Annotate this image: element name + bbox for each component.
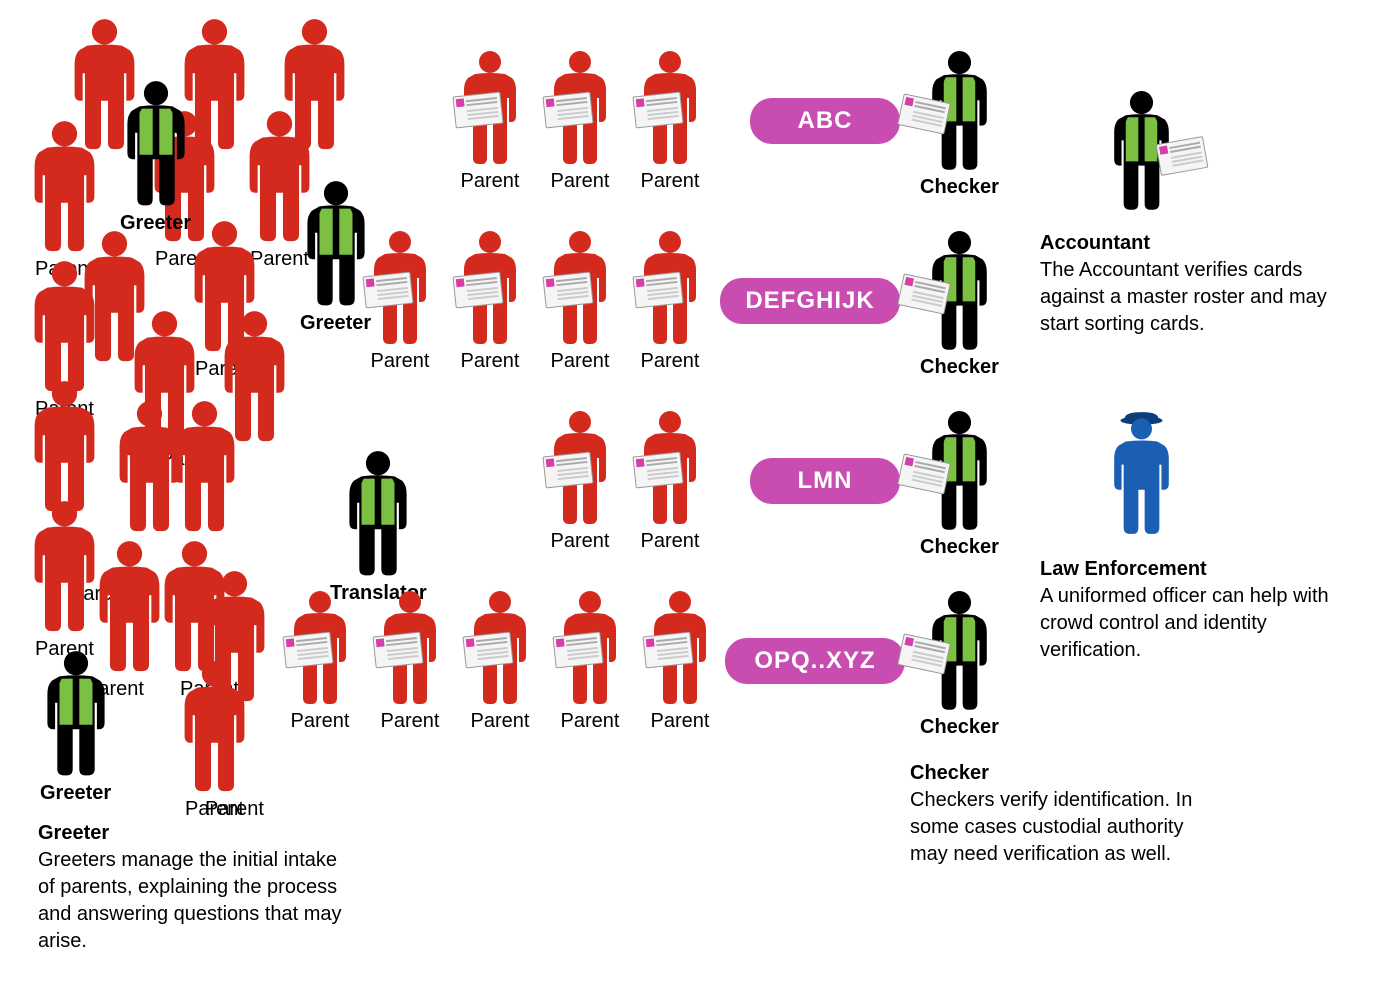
id-card-icon <box>462 632 513 669</box>
id-card-icon <box>632 452 683 489</box>
officer-figure <box>1110 410 1173 536</box>
id-card-icon <box>282 632 333 669</box>
queue-label-pill: DEFGHIJK <box>720 278 900 324</box>
staff-label: Greeter <box>40 782 111 805</box>
id-card-icon <box>452 272 503 309</box>
id-card-icon <box>632 92 683 129</box>
parent-label: Parent <box>381 710 440 733</box>
staff-figure: Translator <box>330 450 427 605</box>
pill-text: DEFGHIJK <box>745 287 874 315</box>
queue-label-pill: LMN <box>750 458 900 504</box>
law_enforcement-description-title: Law Enforcement <box>1040 556 1350 583</box>
parent-figure <box>30 380 99 518</box>
staff-figure: Greeter <box>40 650 111 805</box>
officer-icon <box>1110 410 1173 536</box>
parent-label: Parent <box>561 710 620 733</box>
law_enforcement-description-body: A uniformed officer can help with crowd … <box>1040 585 1329 661</box>
law_enforcement-description: Law EnforcementA uniformed officer can h… <box>1040 556 1350 664</box>
staff-label: Checker <box>920 716 999 739</box>
staff-icon <box>123 80 189 212</box>
pill-text: OPQ..XYZ <box>754 647 875 675</box>
parent-label: Parent <box>461 170 520 193</box>
greeter-description-body: Greeters manage the initial intake of pa… <box>38 849 342 952</box>
parent-label: Parent <box>461 350 520 373</box>
parent-label: Parent <box>641 530 700 553</box>
checker-description-title: Checker <box>910 760 1210 787</box>
parent-figure <box>170 400 239 538</box>
id-card-icon <box>452 92 503 129</box>
id-card-icon <box>362 272 413 309</box>
staff-label: Checker <box>920 536 999 559</box>
id-card-icon <box>632 272 683 309</box>
checker-description-body: Checkers verify identification. In some … <box>910 789 1192 865</box>
accountant-description-body: The Accountant verifies cards against a … <box>1040 259 1327 335</box>
id-card-icon <box>642 632 693 669</box>
parent-figure: Parent <box>30 500 99 661</box>
checker-description: CheckerCheckers verify identification. I… <box>910 760 1210 868</box>
id-card-icon <box>542 92 593 129</box>
pill-text: LMN <box>798 467 853 495</box>
greeter-description-title: Greeter <box>38 820 348 847</box>
staff-figure: Greeter <box>300 180 371 335</box>
parent-icon <box>30 260 99 398</box>
parent-icon <box>30 380 99 518</box>
parent-figure: Parent <box>180 660 249 821</box>
id-card-icon <box>542 272 593 309</box>
id-card-icon <box>552 632 603 669</box>
staff-label: Greeter <box>300 312 371 335</box>
parent-icon <box>180 660 249 798</box>
id-card-icon <box>1156 136 1209 176</box>
accountant-description: AccountantThe Accountant verifies cards … <box>1040 230 1340 338</box>
parent-label: Parent <box>651 710 710 733</box>
parent-label: Parent <box>185 798 244 821</box>
staff-icon <box>303 180 369 312</box>
parent-label: Parent <box>551 530 610 553</box>
parent-icon <box>170 400 239 538</box>
staff-label: Greeter <box>120 212 191 235</box>
greeter-description: GreeterGreeters manage the initial intak… <box>38 820 348 955</box>
queue-label-pill: ABC <box>750 98 900 144</box>
parent-label: Parent <box>371 350 430 373</box>
staff-label: Checker <box>920 176 999 199</box>
staff-figure: Greeter <box>120 80 191 235</box>
id-card-icon <box>372 632 423 669</box>
parent-label: Parent <box>471 710 530 733</box>
staff-icon <box>345 450 411 582</box>
parent-label: Parent <box>551 170 610 193</box>
pill-text: ABC <box>798 107 853 135</box>
id-card-icon <box>542 452 593 489</box>
parent-label: Parent <box>641 170 700 193</box>
parent-label: Parent <box>291 710 350 733</box>
staff-icon <box>43 650 109 782</box>
parent-label: Parent <box>551 350 610 373</box>
accountant-description-title: Accountant <box>1040 230 1340 257</box>
queue-label-pill: OPQ..XYZ <box>725 638 905 684</box>
parent-label: Parent <box>641 350 700 373</box>
parent-icon <box>30 500 99 638</box>
staff-label: Checker <box>920 356 999 379</box>
